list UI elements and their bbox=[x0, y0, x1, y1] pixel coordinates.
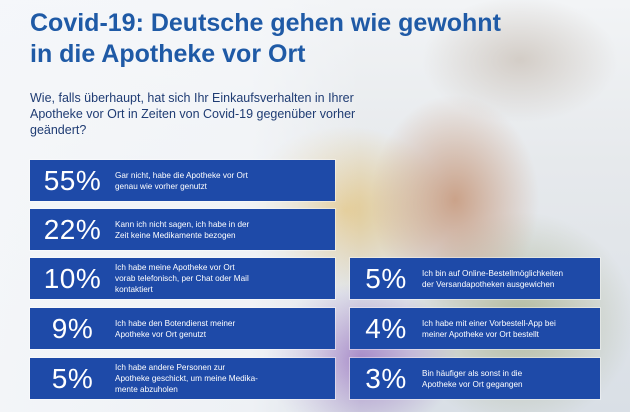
stat-text: Gar nicht, habe die Apotheke vor Ort gen… bbox=[115, 170, 248, 191]
stat-percent: 9% bbox=[51, 313, 94, 344]
stat-box: 4% Ich habe mit einer Vorbestell-App bei… bbox=[350, 308, 600, 349]
stat-box: 22% Kann ich nicht sagen, ich habe in de… bbox=[30, 209, 335, 250]
title-line-2: in die Apotheke vor Ort bbox=[30, 40, 306, 68]
stat-percent: 4% bbox=[365, 313, 407, 344]
survey-question: Wie, falls überhaupt, hat sich Ihr Einka… bbox=[30, 91, 356, 137]
page-title: Covid-19: Deutsche gehen wie gewohnt in … bbox=[30, 8, 620, 70]
stat-text: Ich habe andere Personen zur Apotheke ge… bbox=[115, 363, 258, 394]
stat-percent: 22% bbox=[43, 214, 102, 245]
stat-text: Bin häufiger als sonst in die Apotheke v… bbox=[422, 368, 523, 389]
stat-box: 55% Gar nicht, habe die Apotheke vor Ort… bbox=[30, 160, 335, 201]
stat-text: Ich habe meine Apotheke vor Ort vorab te… bbox=[115, 263, 249, 294]
stat-percent: 55% bbox=[43, 165, 102, 196]
stat-box: 5% Ich bin auf Online-Bestellmöglichkeit… bbox=[350, 258, 600, 299]
stat-box: 10% Ich habe meine Apotheke vor Ort vora… bbox=[30, 258, 335, 299]
stat-percent: 5% bbox=[365, 263, 407, 294]
stat-box: 5% Ich habe andere Personen zur Apotheke… bbox=[30, 358, 335, 399]
stat-text: Ich habe den Botendienst meiner Apotheke… bbox=[115, 318, 236, 339]
stat-text: Kann ich nicht sagen, ich habe in der Ze… bbox=[115, 219, 250, 240]
stat-percent: 3% bbox=[365, 363, 407, 394]
stat-text: Ich bin auf Online-Bestellmöglichkeiten … bbox=[422, 268, 564, 289]
title-line-1: Covid-19: Deutsche gehen wie gewohnt bbox=[30, 9, 501, 37]
stat-percent: 10% bbox=[43, 263, 102, 294]
stat-percent: 5% bbox=[51, 363, 94, 394]
stat-text: Ich habe mit einer Vorbestell-App bei me… bbox=[422, 318, 556, 339]
stat-box: 9% Ich habe den Botendienst meiner Apoth… bbox=[30, 308, 335, 349]
stat-box: 3% Bin häufiger als sonst in die Apothek… bbox=[350, 358, 600, 399]
